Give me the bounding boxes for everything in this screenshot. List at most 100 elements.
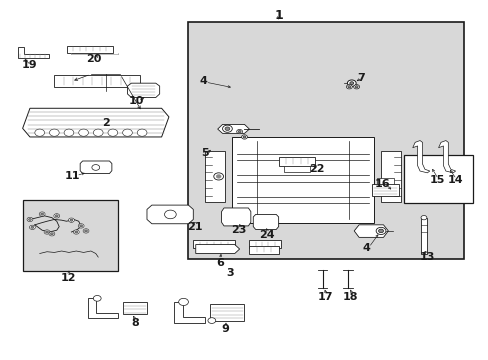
Polygon shape — [412, 140, 429, 173]
Circle shape — [49, 231, 55, 236]
Circle shape — [178, 298, 188, 306]
Text: 4: 4 — [199, 76, 206, 86]
Text: 1: 1 — [274, 9, 283, 22]
Polygon shape — [80, 161, 112, 174]
Circle shape — [92, 165, 100, 170]
Circle shape — [243, 136, 245, 138]
Text: 22: 22 — [308, 164, 324, 174]
Bar — [54, 75, 140, 87]
Circle shape — [420, 216, 426, 220]
Circle shape — [75, 231, 78, 233]
Circle shape — [216, 175, 221, 178]
Circle shape — [49, 129, 59, 136]
Circle shape — [93, 129, 103, 136]
Polygon shape — [195, 244, 239, 253]
Text: 10: 10 — [128, 96, 143, 106]
Text: 5: 5 — [200, 148, 208, 158]
Circle shape — [353, 85, 359, 89]
Polygon shape — [438, 140, 455, 173]
Text: 16: 16 — [374, 179, 389, 189]
Circle shape — [346, 85, 351, 89]
Circle shape — [164, 210, 176, 219]
Circle shape — [68, 218, 74, 222]
Circle shape — [79, 129, 88, 136]
Circle shape — [224, 127, 229, 131]
Text: 6: 6 — [216, 258, 224, 268]
Circle shape — [35, 129, 44, 136]
Circle shape — [238, 131, 241, 133]
Bar — [22, 200, 118, 271]
Text: 23: 23 — [230, 225, 246, 235]
Bar — [420, 218, 426, 253]
Circle shape — [29, 225, 35, 229]
Circle shape — [222, 125, 232, 132]
Circle shape — [93, 296, 101, 301]
Circle shape — [27, 217, 33, 222]
Polygon shape — [147, 205, 193, 224]
Circle shape — [70, 219, 73, 221]
Bar — [278, 157, 315, 166]
Bar — [249, 240, 281, 248]
Text: 12: 12 — [60, 273, 76, 283]
Circle shape — [207, 318, 215, 323]
Circle shape — [108, 129, 118, 136]
Text: 13: 13 — [419, 252, 434, 262]
Polygon shape — [22, 108, 168, 137]
Polygon shape — [376, 178, 393, 184]
Polygon shape — [210, 304, 244, 320]
Circle shape — [354, 86, 357, 88]
Circle shape — [241, 135, 247, 139]
Text: 11: 11 — [65, 171, 81, 181]
Text: 20: 20 — [85, 54, 101, 64]
Bar — [193, 240, 234, 248]
Text: 3: 3 — [225, 268, 233, 278]
Circle shape — [55, 215, 58, 217]
Circle shape — [236, 130, 242, 134]
Text: 21: 21 — [186, 222, 202, 232]
Circle shape — [137, 129, 147, 136]
Text: 17: 17 — [317, 292, 332, 302]
Polygon shape — [173, 302, 205, 323]
Text: 7: 7 — [357, 73, 365, 83]
Polygon shape — [221, 208, 250, 226]
Circle shape — [347, 86, 350, 88]
Circle shape — [39, 212, 45, 216]
Text: 9: 9 — [221, 324, 228, 334]
Polygon shape — [283, 166, 310, 172]
Circle shape — [45, 231, 48, 233]
Circle shape — [50, 233, 53, 235]
Polygon shape — [205, 151, 224, 202]
Text: 2: 2 — [102, 118, 109, 128]
Circle shape — [54, 214, 60, 218]
Circle shape — [41, 213, 43, 215]
Text: 19: 19 — [22, 60, 38, 70]
Circle shape — [64, 129, 74, 136]
Text: 24: 24 — [258, 230, 274, 239]
Bar — [249, 246, 278, 253]
Text: 14: 14 — [447, 175, 463, 185]
Polygon shape — [232, 137, 373, 223]
Text: 18: 18 — [343, 292, 358, 302]
Polygon shape — [127, 83, 159, 98]
Bar — [66, 45, 113, 53]
Polygon shape — [88, 298, 118, 318]
Bar — [404, 155, 472, 203]
Circle shape — [28, 219, 31, 221]
Polygon shape — [122, 302, 147, 315]
Circle shape — [378, 229, 383, 233]
Circle shape — [84, 230, 87, 232]
Text: 4: 4 — [362, 243, 369, 253]
Circle shape — [375, 227, 385, 234]
Circle shape — [31, 226, 34, 228]
Polygon shape — [371, 184, 398, 196]
Circle shape — [213, 173, 223, 180]
Circle shape — [83, 229, 89, 233]
Circle shape — [78, 224, 84, 228]
Text: 15: 15 — [428, 175, 444, 185]
Bar — [188, 22, 463, 259]
Polygon shape — [380, 151, 400, 202]
Circle shape — [122, 129, 132, 136]
Circle shape — [346, 80, 355, 86]
Circle shape — [349, 82, 353, 85]
Circle shape — [44, 230, 50, 234]
